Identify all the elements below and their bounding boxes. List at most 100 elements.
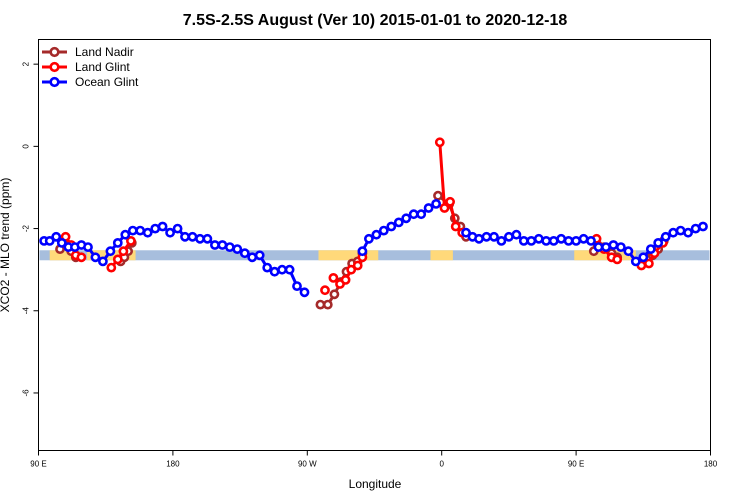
- band-land-segment: [574, 250, 636, 261]
- data-point: [90, 252, 101, 263]
- legend-marker: [49, 76, 60, 88]
- x-tick-label: 180: [704, 460, 718, 469]
- data-point: [698, 221, 708, 232]
- data-point: [202, 233, 213, 244]
- data-point: [157, 221, 168, 232]
- legend-marker: [49, 46, 60, 58]
- data-point: [125, 235, 136, 246]
- data-point: [386, 221, 397, 232]
- data-point: [340, 274, 351, 285]
- y-tick-label: 2: [22, 61, 31, 66]
- data-point: [262, 262, 273, 273]
- data-point: [44, 235, 55, 246]
- data-point: [408, 209, 419, 220]
- legend-item: Land Glint: [42, 60, 130, 74]
- data-point: [431, 198, 441, 209]
- x-tick-label: 0: [439, 460, 444, 469]
- y-tick-label: -6: [22, 389, 31, 397]
- series-ocean-glint: [39, 198, 708, 298]
- data-point: [112, 237, 123, 248]
- data-point: [357, 246, 368, 257]
- data-point: [322, 299, 333, 310]
- band-land-segment: [318, 250, 379, 261]
- data-point: [284, 264, 295, 275]
- data-point: [675, 225, 686, 236]
- data-point: [644, 258, 654, 269]
- legend-item: Ocean Glint: [42, 75, 139, 89]
- data-point: [439, 203, 450, 213]
- band-land-segment: [430, 250, 453, 261]
- data-point: [299, 287, 310, 298]
- data-point: [120, 229, 131, 240]
- data-point: [683, 227, 693, 238]
- x-tick-label: 90 E: [30, 460, 46, 469]
- data-point: [434, 137, 445, 148]
- data-point: [393, 217, 404, 228]
- x-tick-label: 180: [166, 460, 180, 469]
- data-point: [371, 229, 382, 240]
- data-point: [172, 223, 183, 234]
- data-point: [277, 264, 287, 275]
- data-point: [320, 285, 330, 296]
- data-point: [571, 235, 581, 246]
- data-point: [503, 231, 514, 242]
- x-tick-label: 90 E: [568, 460, 584, 469]
- data-point: [292, 281, 302, 291]
- data-point: [165, 227, 175, 238]
- data-point: [623, 246, 634, 257]
- data-point: [541, 235, 552, 246]
- data-point: [608, 240, 619, 250]
- data-point: [56, 237, 67, 248]
- data-point: [586, 235, 596, 246]
- data-point: [232, 244, 243, 254]
- data-point: [329, 289, 340, 300]
- data-point: [593, 242, 604, 252]
- data-point: [489, 231, 499, 242]
- data-point: [474, 233, 484, 244]
- data-point: [638, 252, 649, 263]
- data-point: [445, 196, 455, 207]
- data-point: [142, 227, 153, 238]
- plot-frame: [38, 39, 711, 451]
- data-point: [106, 262, 117, 273]
- legend-label: Land Glint: [75, 60, 130, 74]
- data-point: [112, 254, 123, 265]
- legend-item: Land Nadir: [42, 45, 134, 59]
- x-tick-label: 90 W: [298, 460, 317, 469]
- chart-title: 7.5S-2.5S August (Ver 10) 2015-01-01 to …: [183, 12, 568, 29]
- data-point: [346, 264, 357, 275]
- data-point: [645, 244, 656, 254]
- y-tick-label: -4: [22, 307, 31, 315]
- data-point: [98, 256, 108, 267]
- data-point: [135, 225, 146, 236]
- x-axis: 90 E 180 90 W 0 90 E 180: [30, 450, 718, 469]
- data-point: [83, 242, 93, 252]
- data-point: [616, 242, 626, 252]
- data-point: [423, 203, 434, 213]
- data-point: [269, 266, 280, 277]
- series-line: [110, 240, 133, 269]
- data-point: [180, 231, 190, 242]
- data-point: [653, 237, 664, 248]
- data-point: [76, 252, 87, 263]
- x-axis-label: Longitude: [349, 477, 402, 491]
- data-point: [630, 256, 641, 267]
- data-point: [187, 231, 198, 242]
- data-point: [363, 233, 374, 244]
- data-point: [328, 272, 339, 283]
- data-point: [254, 250, 265, 261]
- data-point: [416, 209, 427, 220]
- data-point: [247, 252, 258, 263]
- data-point: [518, 235, 529, 246]
- data-point: [105, 246, 116, 257]
- data-point: [461, 227, 471, 238]
- data-point: [224, 242, 235, 252]
- data-point: [378, 225, 389, 236]
- data-point: [660, 231, 671, 242]
- legend-label: Land Nadir: [75, 45, 134, 59]
- data-point: [612, 254, 623, 265]
- y-tick-label: -2: [22, 224, 31, 232]
- data-point: [511, 229, 522, 240]
- data-point: [51, 231, 62, 242]
